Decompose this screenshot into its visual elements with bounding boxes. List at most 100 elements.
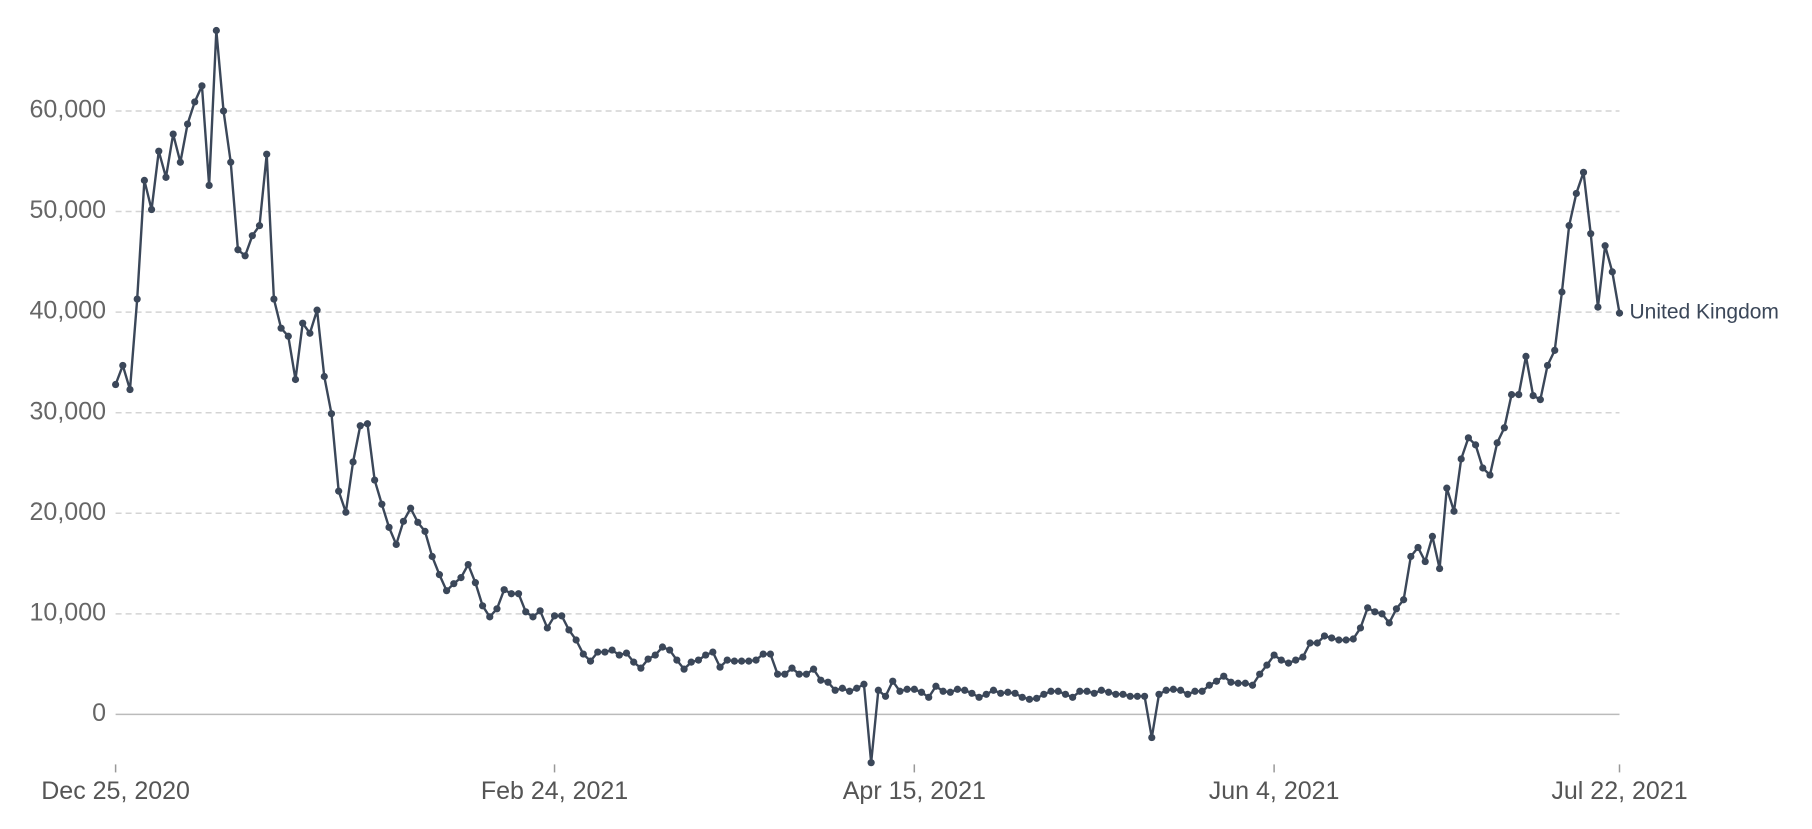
- data-point: [1105, 688, 1113, 696]
- data-point: [788, 664, 796, 672]
- data-point: [1342, 636, 1350, 644]
- data-point: [651, 651, 659, 659]
- data-point: [622, 649, 631, 657]
- data-point: [112, 380, 120, 389]
- data-point: [745, 657, 753, 665]
- data-point: [774, 670, 782, 678]
- data-point: [1443, 484, 1451, 492]
- data-point: [392, 540, 400, 549]
- data-point: [126, 385, 134, 394]
- data-point: [608, 646, 616, 654]
- data-point: [507, 590, 515, 598]
- data-point: [1212, 677, 1221, 685]
- data-point: [558, 612, 566, 620]
- data-point: [658, 643, 667, 651]
- data-point: [1076, 687, 1084, 695]
- y-tick-label: 30,000: [30, 397, 106, 425]
- data-point: [263, 150, 271, 158]
- y-tick-label: 60,000: [30, 96, 106, 124]
- data-point: [953, 685, 962, 693]
- data-point: [486, 613, 494, 621]
- data-point: [284, 332, 292, 340]
- data-point: [910, 685, 918, 693]
- data-point: [536, 607, 544, 615]
- data-point: [1572, 189, 1580, 198]
- data-point: [241, 252, 249, 260]
- data-point: [687, 658, 695, 666]
- data-point: [1126, 692, 1134, 700]
- data-point: [716, 663, 724, 671]
- data-point: [939, 687, 947, 695]
- data-point: [1328, 634, 1336, 642]
- data-point: [1385, 619, 1393, 627]
- series-line: [114, 29, 1621, 764]
- data-point: [1133, 692, 1141, 700]
- data-point: [140, 176, 148, 184]
- data-point: [550, 612, 559, 620]
- data-point: [1033, 694, 1041, 702]
- data-point: [349, 458, 357, 466]
- x-tick-label: Feb 24, 2021: [481, 777, 628, 805]
- data-point: [1500, 424, 1508, 432]
- y-tick-label: 40,000: [30, 297, 106, 325]
- data-point: [291, 375, 300, 384]
- data-point: [802, 670, 810, 678]
- data-point: [766, 650, 775, 658]
- data-point: [809, 665, 818, 673]
- data-point: [205, 181, 213, 189]
- data-point: [1428, 532, 1437, 540]
- data-point: [824, 678, 832, 686]
- data-point: [1040, 690, 1048, 698]
- data-point: [817, 676, 825, 684]
- data-point: [946, 688, 954, 696]
- data-point: [1284, 659, 1293, 667]
- data-point: [961, 686, 969, 694]
- data-point: [1364, 604, 1372, 612]
- data-point: [335, 487, 343, 495]
- data-point: [1119, 690, 1127, 698]
- data-point: [1400, 596, 1408, 604]
- data-point: [1551, 346, 1559, 354]
- x-tick-label: Dec 25, 2020: [41, 777, 190, 805]
- data-point: [313, 306, 321, 314]
- data-point: [1198, 687, 1206, 695]
- data-point: [1543, 361, 1552, 370]
- data-point: [1522, 352, 1530, 360]
- data-point: [738, 657, 746, 665]
- data-point: [1457, 455, 1465, 463]
- data-point: [306, 329, 314, 337]
- data-point: [1407, 552, 1415, 561]
- data-point: [464, 560, 472, 569]
- data-point: [1112, 690, 1120, 698]
- data-point: [1205, 681, 1213, 689]
- data-point: [1378, 610, 1386, 618]
- data-point: [586, 657, 595, 665]
- data-point: [594, 648, 602, 656]
- x-tick-label: Apr 15, 2021: [843, 777, 986, 805]
- data-point: [838, 684, 846, 692]
- data-point: [255, 222, 264, 230]
- data-point: [1601, 242, 1609, 250]
- data-point: [1234, 679, 1242, 687]
- data-point: [1536, 396, 1544, 404]
- data-point: [1306, 639, 1314, 647]
- data-point: [709, 648, 717, 656]
- data-point: [730, 657, 739, 665]
- data-point: [421, 527, 429, 535]
- data-point: [1565, 222, 1573, 230]
- data-point: [1292, 656, 1300, 664]
- series-label: United Kingdom: [1630, 301, 1779, 324]
- data-point: [1248, 681, 1257, 689]
- data-point: [1176, 686, 1185, 694]
- data-point: [514, 590, 523, 598]
- data-point: [1004, 688, 1012, 696]
- data-point: [572, 636, 580, 644]
- data-point: [1162, 686, 1170, 694]
- data-point: [1464, 434, 1472, 442]
- y-tick-label: 50,000: [30, 196, 106, 224]
- data-point: [925, 693, 933, 701]
- data-point: [853, 684, 861, 692]
- data-point: [176, 158, 184, 166]
- data-point: [989, 686, 998, 694]
- data-point: [198, 82, 206, 90]
